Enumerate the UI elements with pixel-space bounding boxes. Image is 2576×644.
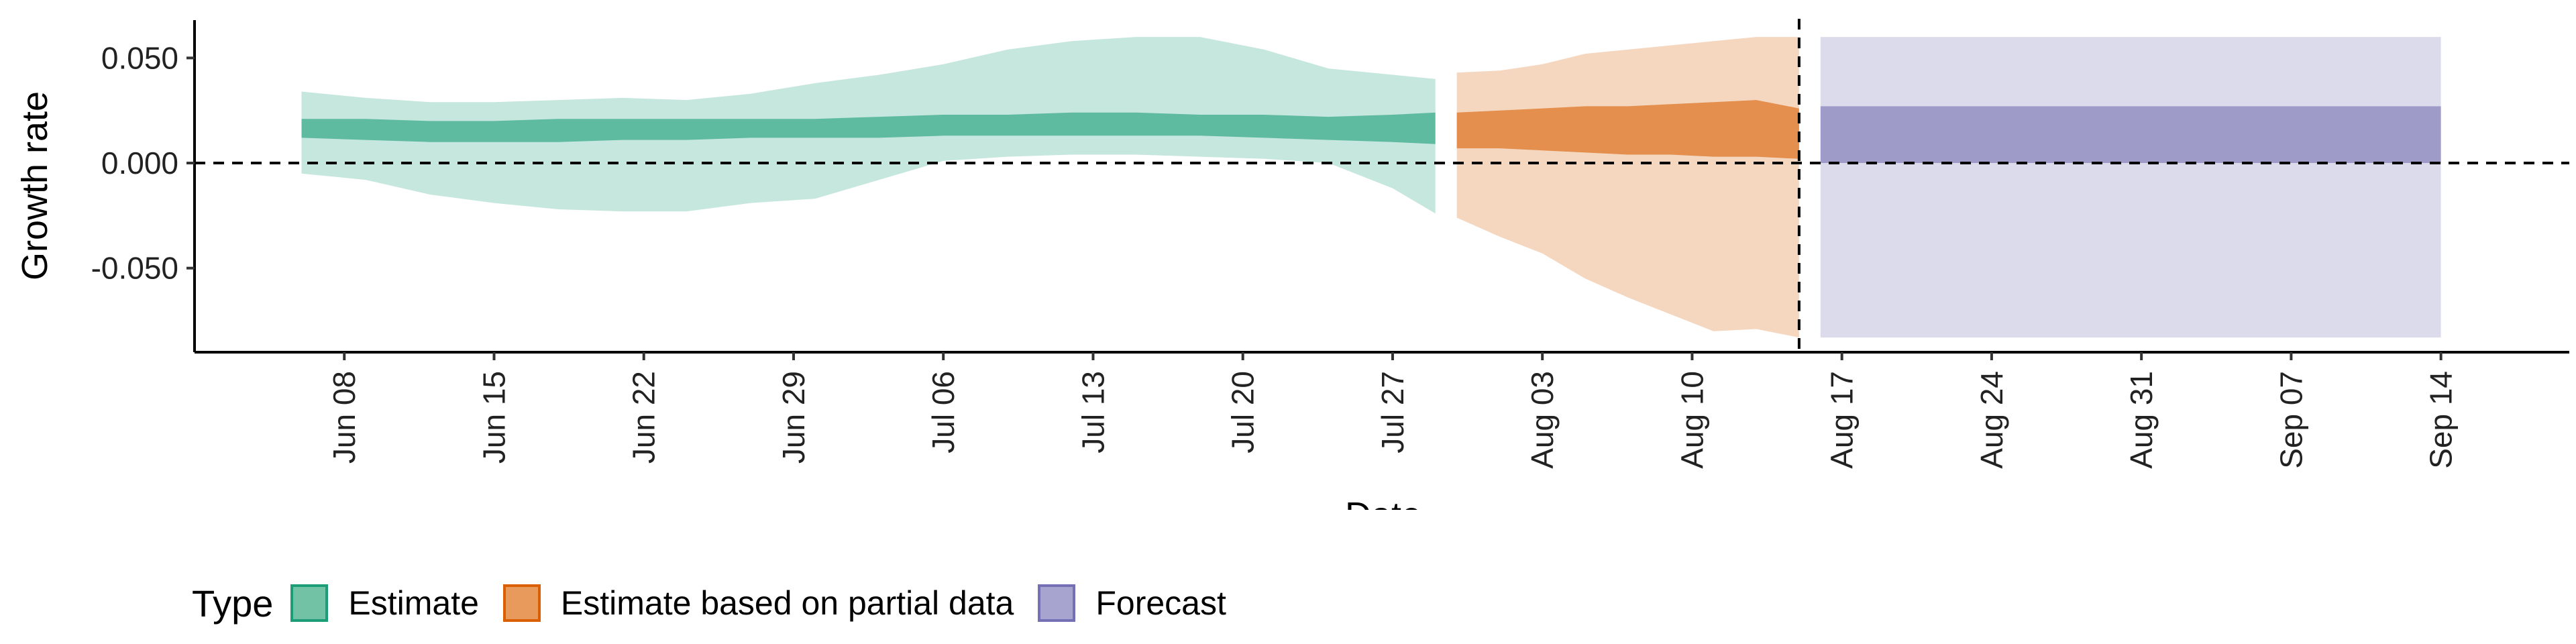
legend-key-forecast xyxy=(1038,584,1076,622)
legend-item-partial-estimate: Estimate based on partial data xyxy=(502,584,1014,623)
x-tick-label: Jun 22 xyxy=(627,371,661,464)
x-tick-label: Jul 06 xyxy=(926,371,961,453)
legend-label-forecast: Forecast xyxy=(1095,584,1226,622)
x-tick-label: Jun 29 xyxy=(776,371,811,464)
legend-item-estimate: Estimate xyxy=(290,584,479,623)
legend: Type Estimate Estimate based on partial … xyxy=(192,576,1250,631)
x-tick-label: Aug 24 xyxy=(1974,371,2009,469)
legend-label-estimate: Estimate xyxy=(348,584,479,622)
x-tick-label: Aug 10 xyxy=(1674,371,1709,469)
y-axis-title: Growth rate xyxy=(15,91,55,280)
legend-key-partial-estimate xyxy=(502,584,541,622)
x-tick-label: Aug 03 xyxy=(1525,371,1560,469)
x-tick-label: Aug 17 xyxy=(1825,371,1860,469)
growth-rate-chart: 0.050 0.000 -0.050 Jun 08 Jun 15 Jun 22 Jun 2… xyxy=(15,19,2569,510)
legend-key-estimate xyxy=(290,584,329,622)
y-tick-label: -0.050 xyxy=(91,251,178,286)
x-tick-label: Sep 07 xyxy=(2273,371,2308,469)
forecast-outer-band xyxy=(1820,37,2441,338)
ribbon-layer xyxy=(301,37,2441,338)
x-tick-label: Jun 08 xyxy=(327,371,362,464)
y-axis-ticks: 0.050 0.000 -0.050 xyxy=(91,40,195,286)
estimate-based-on-partial-data-inner-band xyxy=(1456,100,1799,159)
x-tick-label: Jul 13 xyxy=(1076,371,1111,453)
x-tick-label: Sep 14 xyxy=(2424,371,2459,469)
x-axis-title: Date xyxy=(1345,495,1421,510)
legend-label-partial-estimate: Estimate based on partial data xyxy=(560,584,1014,622)
legend-item-forecast: Forecast xyxy=(1038,584,1226,623)
y-tick-label: 0.000 xyxy=(101,146,178,180)
x-axis-ticks: Jun 08 Jun 15 Jun 22 Jun 29 Jul 06 Jul 13 Jul … xyxy=(327,352,2459,469)
axes xyxy=(193,20,2569,354)
y-tick-label: 0.050 xyxy=(101,40,178,75)
estimate-inner-band xyxy=(301,112,1436,144)
legend-title: Type xyxy=(192,582,274,625)
reference-lines xyxy=(195,19,2569,352)
x-tick-label: Jul 20 xyxy=(1226,371,1260,453)
estimate-based-on-partial-data-outer-band xyxy=(1456,37,1799,338)
forecast-inner-band xyxy=(1820,106,2441,163)
x-tick-label: Aug 31 xyxy=(2124,371,2159,469)
x-tick-label: Jul 27 xyxy=(1375,371,1410,453)
x-tick-label: Jun 15 xyxy=(477,371,512,464)
